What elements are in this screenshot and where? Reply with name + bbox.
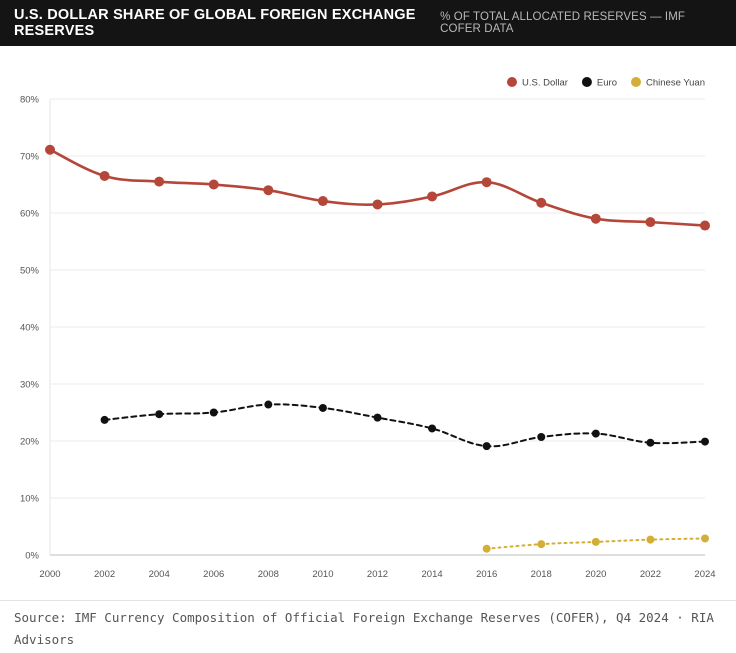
chart-subtitle: % OF TOTAL ALLOCATED RESERVES — IMF COFE…	[440, 11, 686, 35]
y-tick-label: 50%	[20, 266, 40, 277]
x-tick-label: 2014	[422, 569, 443, 580]
data-point-euro	[155, 410, 164, 419]
y-tick-label: 30%	[20, 380, 40, 391]
series-line-u-s-dollar	[48, 148, 707, 227]
x-tick-label: 2008	[258, 569, 279, 580]
x-tick-label: 2016	[476, 569, 497, 580]
line-chart: 0% 10% 20% 30% 40% 50% 60% 70% 80% 2000 2002 2004 20…	[20, 77, 716, 581]
data-point-chinese-yuan	[482, 544, 491, 553]
data-point-u-s-dollar	[536, 197, 547, 208]
legend-marker-u-s-dollar	[506, 77, 517, 87]
footer-divider	[0, 600, 736, 601]
x-tick-label: 2006	[203, 569, 224, 580]
data-point-chinese-yuan	[701, 534, 709, 543]
x-tick-label: 2002	[94, 569, 115, 580]
data-point-u-s-dollar	[317, 196, 328, 207]
x-tick-label: 2004	[149, 569, 170, 580]
chart-header: U.S. DOLLAR SHARE OF GLOBAL FOREIGN EXCH…	[0, 0, 736, 46]
data-point-u-s-dollar	[427, 191, 438, 202]
data-point-euro	[428, 424, 437, 433]
x-tick-label: 2022	[640, 569, 661, 580]
data-point-euro	[646, 438, 655, 447]
series-layer	[45, 144, 710, 553]
data-point-euro	[318, 403, 327, 412]
data-point-u-s-dollar	[590, 213, 601, 224]
legend-label-chinese-yuan: Chinese Yuan	[646, 78, 705, 89]
data-point-u-s-dollar	[645, 217, 656, 228]
y-tick-label: 60%	[20, 209, 40, 220]
data-point-u-s-dollar	[481, 177, 492, 188]
y-tick-label: 10%	[20, 494, 40, 505]
series-line-euro	[103, 403, 706, 448]
data-point-u-s-dollar	[99, 170, 110, 181]
legend-marker-chinese-yuan	[631, 77, 641, 87]
data-point-euro	[100, 415, 109, 424]
x-tick-label: 2012	[367, 569, 388, 580]
data-point-euro	[209, 408, 218, 417]
data-point-euro	[701, 437, 709, 446]
data-point-chinese-yuan	[646, 535, 655, 544]
legend-marker-euro	[581, 77, 592, 87]
x-tick-label: 2000	[39, 569, 60, 580]
data-point-euro	[264, 400, 273, 409]
data-point-chinese-yuan	[537, 540, 546, 549]
data-point-u-s-dollar	[154, 176, 165, 187]
axes: 0% 10% 20% 30% 40% 50% 60% 70% 80% 2000 2002 2004 20…	[20, 95, 716, 581]
data-point-euro	[482, 442, 491, 451]
legend-label-euro: Euro	[597, 78, 617, 89]
y-tick-label: 70%	[20, 152, 40, 163]
chart-area: 0% 10% 20% 30% 40% 50% 60% 70% 80% 2000 2002 2004 20…	[0, 46, 736, 600]
data-point-u-s-dollar	[263, 185, 274, 196]
chart-title: U.S. DOLLAR SHARE OF GLOBAL FOREIGN EXCH…	[14, 7, 416, 39]
x-tick-label: 2024	[694, 569, 715, 580]
data-point-chinese-yuan	[591, 537, 600, 546]
y-tick-label: 40%	[20, 323, 40, 334]
x-tick-label: 2020	[585, 569, 606, 580]
y-tick-label: 80%	[20, 95, 40, 106]
y-tick-label: 0%	[25, 551, 39, 562]
legend-label-u-s-dollar: U.S. Dollar	[522, 78, 568, 89]
grid-lines	[49, 98, 705, 556]
data-point-u-s-dollar	[45, 144, 55, 155]
x-tick-label: 2018	[531, 569, 552, 580]
data-point-euro	[591, 429, 600, 438]
data-point-u-s-dollar	[372, 199, 383, 210]
y-tick-label: 20%	[20, 437, 40, 448]
data-point-euro	[373, 413, 382, 422]
x-tick-label: 2010	[312, 569, 333, 580]
legend: Chinese Yuan Euro U.S. Dollar	[506, 77, 705, 89]
data-point-euro	[537, 433, 546, 442]
data-point-u-s-dollar	[700, 220, 710, 231]
source-note: Source: IMF Currency Composition of Offi…	[14, 610, 714, 647]
data-point-u-s-dollar	[208, 179, 219, 190]
